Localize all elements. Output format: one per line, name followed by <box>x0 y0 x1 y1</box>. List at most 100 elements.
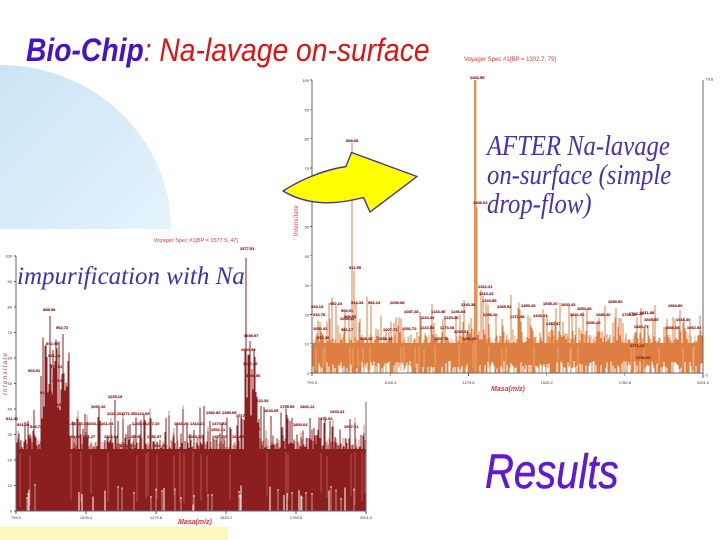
svg-text:1049.08: 1049.08 <box>390 300 405 305</box>
svg-text:948.36: 948.36 <box>360 336 373 341</box>
svg-text:20: 20 <box>8 458 13 463</box>
svg-text:40: 40 <box>8 407 13 412</box>
svg-text:1206.36: 1206.36 <box>462 336 477 341</box>
svg-text:1107.76: 1107.76 <box>434 336 449 341</box>
svg-text:' Intensitate: ' Intensitate <box>294 205 300 240</box>
svg-text:1066.16: 1066.16 <box>91 404 106 409</box>
svg-text:1760.6: 1760.6 <box>290 515 303 520</box>
svg-text:1173.08: 1173.08 <box>440 325 455 330</box>
svg-text:2001.0: 2001.0 <box>360 515 373 520</box>
svg-text:1372.48: 1372.48 <box>510 314 525 319</box>
svg-text:1739.30: 1739.30 <box>622 312 637 317</box>
svg-text:1545.20: 1545.20 <box>543 301 558 306</box>
svg-text:1256.97: 1256.97 <box>147 434 162 439</box>
svg-text:942.49: 942.49 <box>46 341 59 346</box>
svg-text:1691.98: 1691.98 <box>241 347 256 352</box>
svg-text:1916.30: 1916.30 <box>676 317 691 322</box>
svg-text:982.24: 982.24 <box>368 300 381 305</box>
svg-text:1133.45: 1133.45 <box>431 309 446 314</box>
svg-text:849.73: 849.73 <box>30 424 43 429</box>
svg-text:1654.48: 1654.48 <box>577 306 592 311</box>
svg-text:1841.12: 1841.12 <box>300 404 315 409</box>
svg-text:Masa(m/z): Masa(m/z) <box>491 386 526 393</box>
svg-text:811.42: 811.42 <box>6 416 19 421</box>
svg-text:100: 100 <box>5 254 12 259</box>
svg-text:1269.41: 1269.41 <box>454 329 469 334</box>
svg-text:1087.28: 1087.28 <box>404 309 419 314</box>
svg-text:1705.59: 1705.59 <box>280 404 295 409</box>
svg-text:30: 30 <box>305 283 310 288</box>
svg-text:1322.44: 1322.44 <box>120 443 135 448</box>
svg-text:Masa(m/z): Masa(m/z) <box>178 519 213 526</box>
svg-text:1052.92: 1052.92 <box>313 326 328 331</box>
svg-text:1279.8: 1279.8 <box>462 380 475 385</box>
svg-text:1203.33: 1203.33 <box>132 421 147 426</box>
svg-text:1135.19: 1135.19 <box>108 394 123 399</box>
svg-text:1023.65: 1023.65 <box>74 421 89 426</box>
svg-text:50: 50 <box>8 381 13 386</box>
svg-text:1224.69: 1224.69 <box>135 411 150 416</box>
svg-text:975.41: 975.41 <box>63 421 76 426</box>
svg-text:70: 70 <box>305 166 310 171</box>
svg-text:1039.4: 1039.4 <box>80 515 93 520</box>
svg-text:1474.52: 1474.52 <box>212 421 227 426</box>
svg-text:30: 30 <box>8 432 13 437</box>
svg-text:1760.6: 1760.6 <box>619 380 632 385</box>
svg-text:1428.91: 1428.91 <box>533 313 548 318</box>
svg-text:40: 40 <box>305 254 310 259</box>
svg-text:911.55: 911.55 <box>349 265 362 270</box>
svg-text:914.33: 914.33 <box>351 300 364 305</box>
svg-text:1686.56: 1686.56 <box>246 373 261 378</box>
svg-text:1771.13: 1771.13 <box>630 343 645 348</box>
svg-text:1811.88: 1811.88 <box>640 310 655 315</box>
svg-text:1115.29: 1115.29 <box>107 411 122 416</box>
svg-text:1967.21: 1967.21 <box>344 424 359 429</box>
svg-text:1114.04: 1114.04 <box>104 434 119 439</box>
svg-text:1744.20: 1744.20 <box>629 311 644 316</box>
svg-text:10: 10 <box>8 483 13 488</box>
svg-text:1302.55: 1302.55 <box>470 75 485 80</box>
svg-text:1313.24: 1313.24 <box>479 291 494 296</box>
svg-text:1134.44: 1134.44 <box>420 315 435 320</box>
svg-text:1365.92: 1365.92 <box>497 304 512 309</box>
svg-text:1698.97: 1698.97 <box>244 333 259 338</box>
svg-text:1354.36: 1354.36 <box>152 443 167 448</box>
svg-text:90: 90 <box>8 279 13 284</box>
svg-text:80: 80 <box>8 305 13 310</box>
svg-text:908.69: 908.69 <box>346 138 359 143</box>
svg-text:2001.0: 2001.0 <box>697 380 710 385</box>
svg-text:1904.80: 1904.80 <box>668 303 683 308</box>
svg-text:1457.25: 1457.25 <box>212 434 227 439</box>
svg-text:1007.76: 1007.76 <box>383 327 398 332</box>
svg-text:991.27: 991.27 <box>83 434 96 439</box>
svg-text:1517.11: 1517.11 <box>236 413 251 418</box>
svg-text:1413.27: 1413.27 <box>190 421 205 426</box>
svg-text:10: 10 <box>305 342 310 347</box>
svg-text:1324.85: 1324.85 <box>482 298 497 303</box>
svg-text:904.91: 904.91 <box>341 308 354 313</box>
svg-text:100: 100 <box>302 78 309 83</box>
svg-text:952.24: 952.24 <box>330 301 343 306</box>
svg-text:1161.04: 1161.04 <box>99 421 114 426</box>
svg-text:799.0: 799.0 <box>307 380 318 385</box>
svg-text:1207.10: 1207.10 <box>145 421 160 426</box>
svg-text:1034.26: 1034.26 <box>87 421 102 426</box>
svg-text:908.51: 908.51 <box>344 314 357 319</box>
svg-text:1489.05: 1489.05 <box>222 410 237 415</box>
svg-text:1122.53: 1122.53 <box>420 325 435 330</box>
svg-text:1279.8: 1279.8 <box>150 515 163 520</box>
svg-text:50: 50 <box>305 225 310 230</box>
svg-text:1603.43: 1603.43 <box>561 302 576 307</box>
svg-text:1988.08: 1988.08 <box>665 325 680 330</box>
svg-text:1699.53: 1699.53 <box>608 299 623 304</box>
svg-text:90: 90 <box>305 107 310 112</box>
svg-text:939.61: 939.61 <box>54 402 67 407</box>
svg-text:1577.51: 1577.51 <box>240 246 255 251</box>
svg-text:1288.10: 1288.10 <box>483 312 498 317</box>
svg-text:70: 70 <box>8 330 13 335</box>
svg-text:0: 0 <box>706 373 709 378</box>
svg-text:1876.93: 1876.93 <box>318 416 333 421</box>
svg-text:1520.2: 1520.2 <box>540 380 553 385</box>
svg-text:1312.21: 1312.21 <box>478 284 493 289</box>
svg-text:933.13: 933.13 <box>311 304 324 309</box>
